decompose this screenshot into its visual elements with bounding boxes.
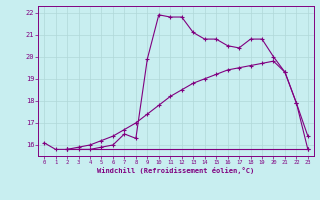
X-axis label: Windchill (Refroidissement éolien,°C): Windchill (Refroidissement éolien,°C)	[97, 167, 255, 174]
